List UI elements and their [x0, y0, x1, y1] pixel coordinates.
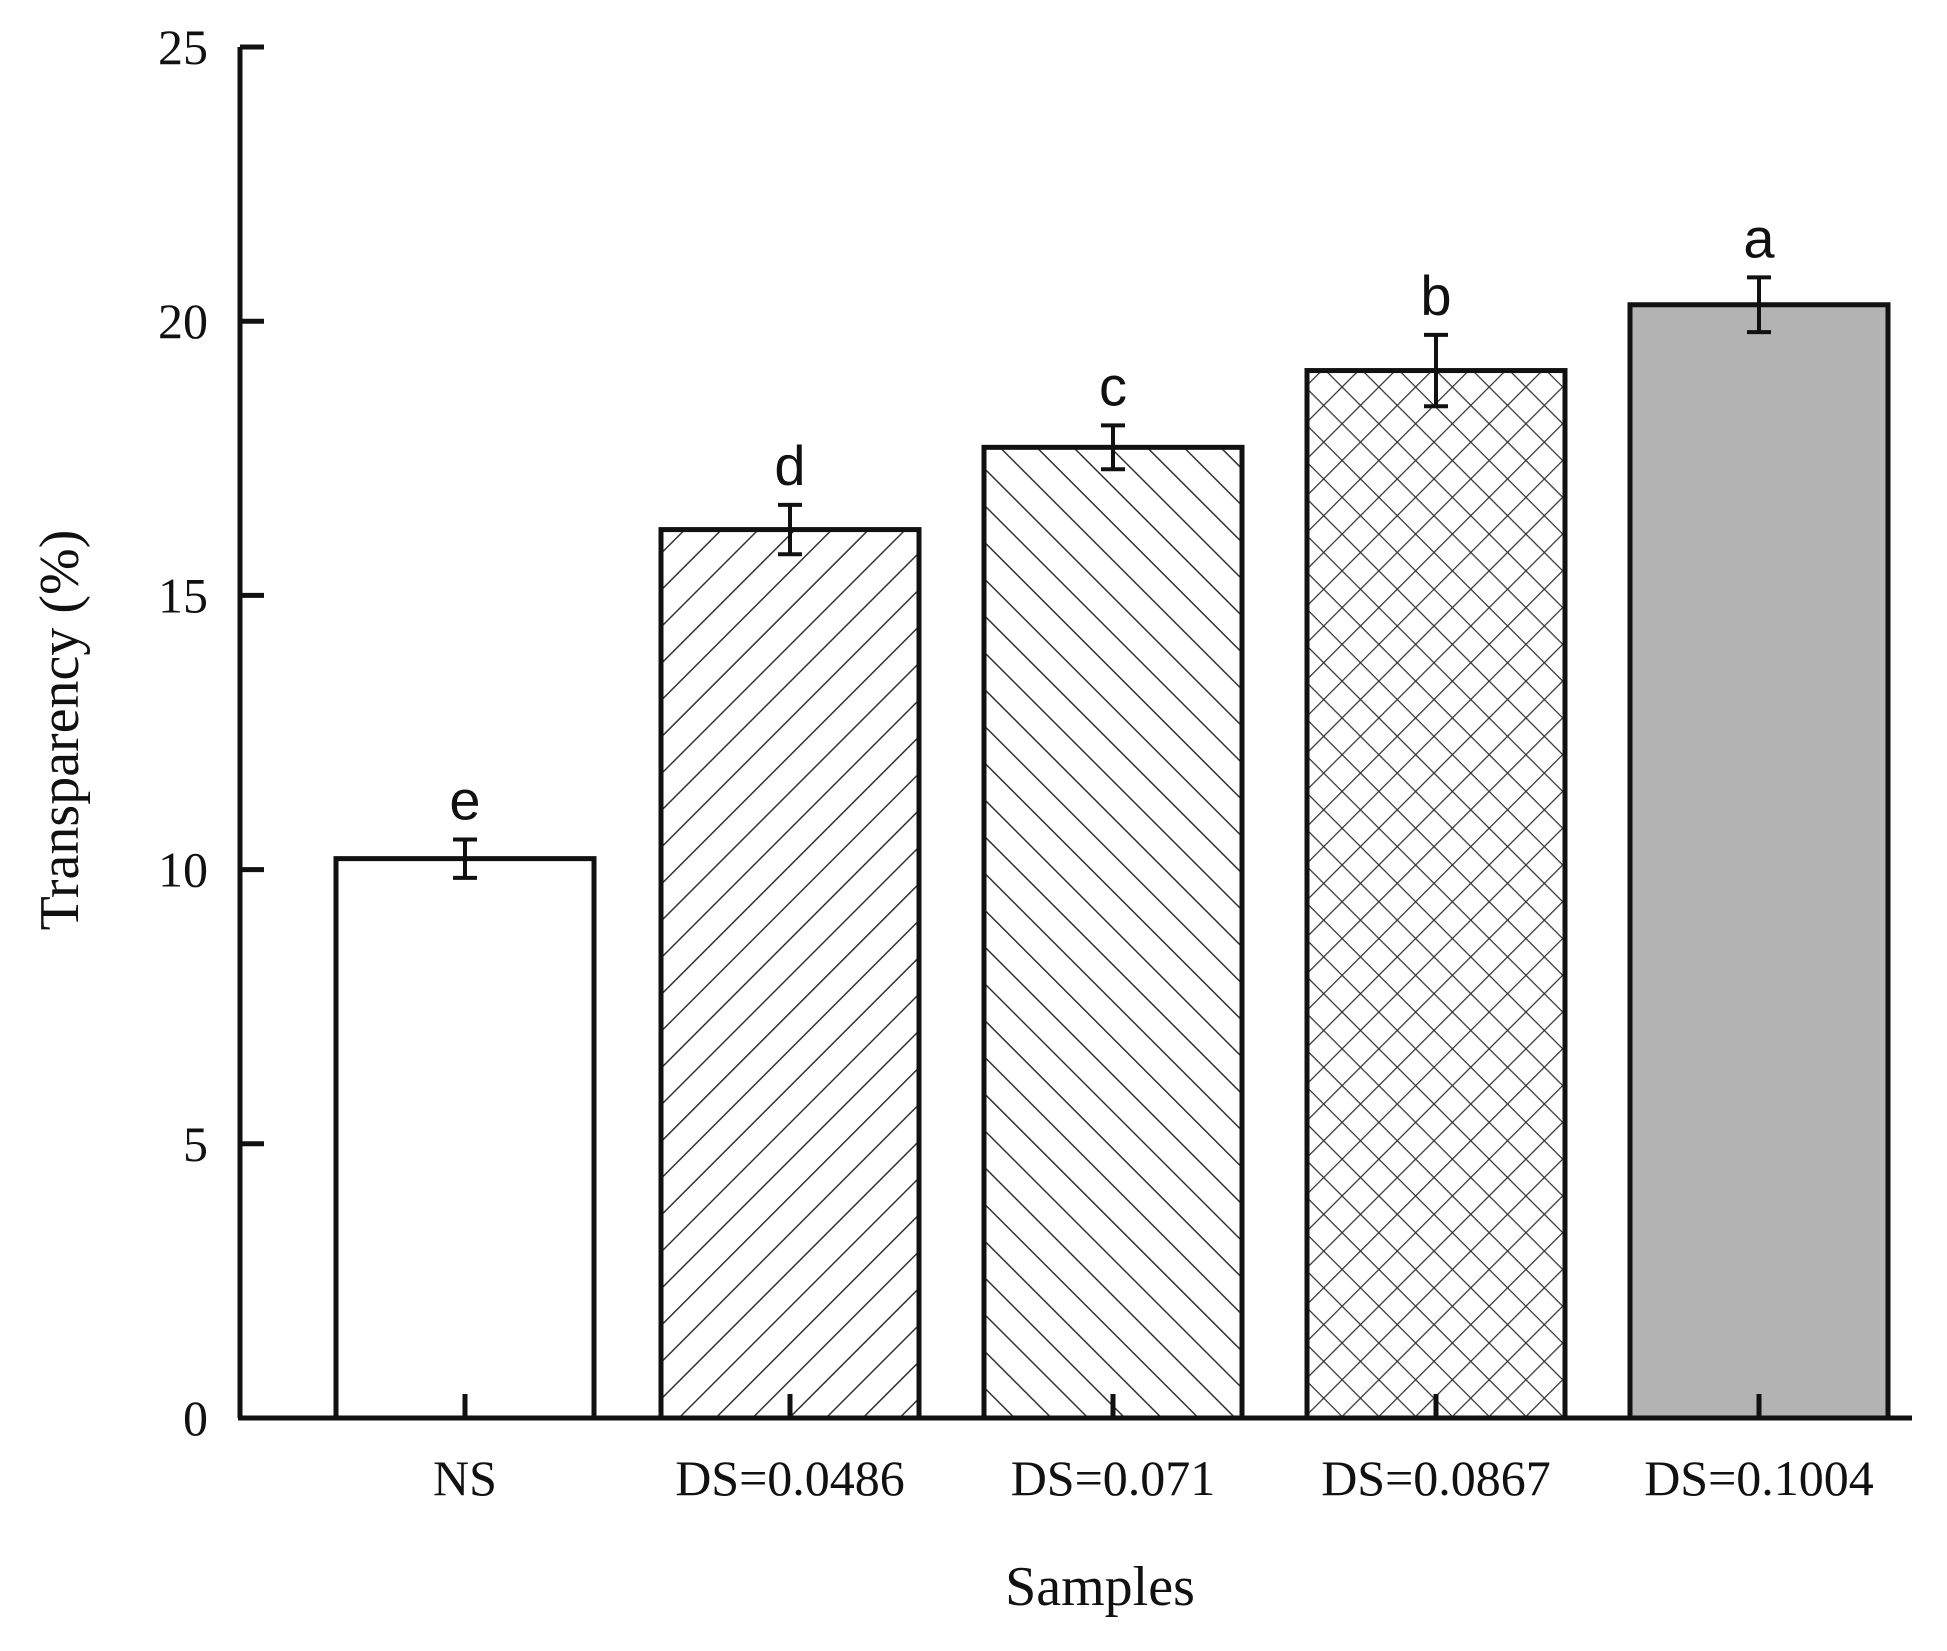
y-axis-title: Transparency (%): [29, 530, 91, 931]
x-axis-title: Samples: [1005, 1556, 1195, 1618]
significance-label: a: [1743, 206, 1775, 269]
significance-labels-group: e d c b a: [449, 206, 1775, 831]
bar: [981, 444, 1245, 1421]
bars-group: [333, 302, 1891, 1421]
x-tick-label: DS=0.0867: [1321, 1450, 1551, 1506]
x-tick-label: DS=0.1004: [1644, 1450, 1874, 1506]
bar: [1627, 302, 1891, 1421]
significance-label: e: [449, 768, 480, 831]
x-tick-label: NS: [433, 1450, 497, 1506]
y-ticks-group: 0 5 10 15 20 25: [158, 19, 264, 1446]
y-tick-label: 25: [158, 19, 208, 75]
y-tick-label: 20: [158, 293, 208, 349]
significance-label: c: [1099, 354, 1127, 417]
bar: [658, 527, 922, 1421]
y-tick-label: 0: [183, 1390, 208, 1446]
x-tick-label: DS=0.071: [1011, 1450, 1216, 1506]
x-tick-label: DS=0.0486: [675, 1450, 905, 1506]
error-bars-group: [453, 275, 1771, 880]
x-ticks-group: NS DS=0.0486 DS=0.071 DS=0.0867 DS=0.1004: [433, 1394, 1874, 1506]
y-tick-label: 5: [183, 1116, 208, 1172]
y-tick-label: 15: [158, 567, 208, 623]
significance-label: d: [774, 434, 805, 497]
axes: [237, 47, 1912, 1421]
significance-label: b: [1420, 264, 1451, 327]
bar: [1304, 368, 1568, 1421]
y-tick-label: 10: [158, 842, 208, 898]
bar: [333, 856, 597, 1421]
